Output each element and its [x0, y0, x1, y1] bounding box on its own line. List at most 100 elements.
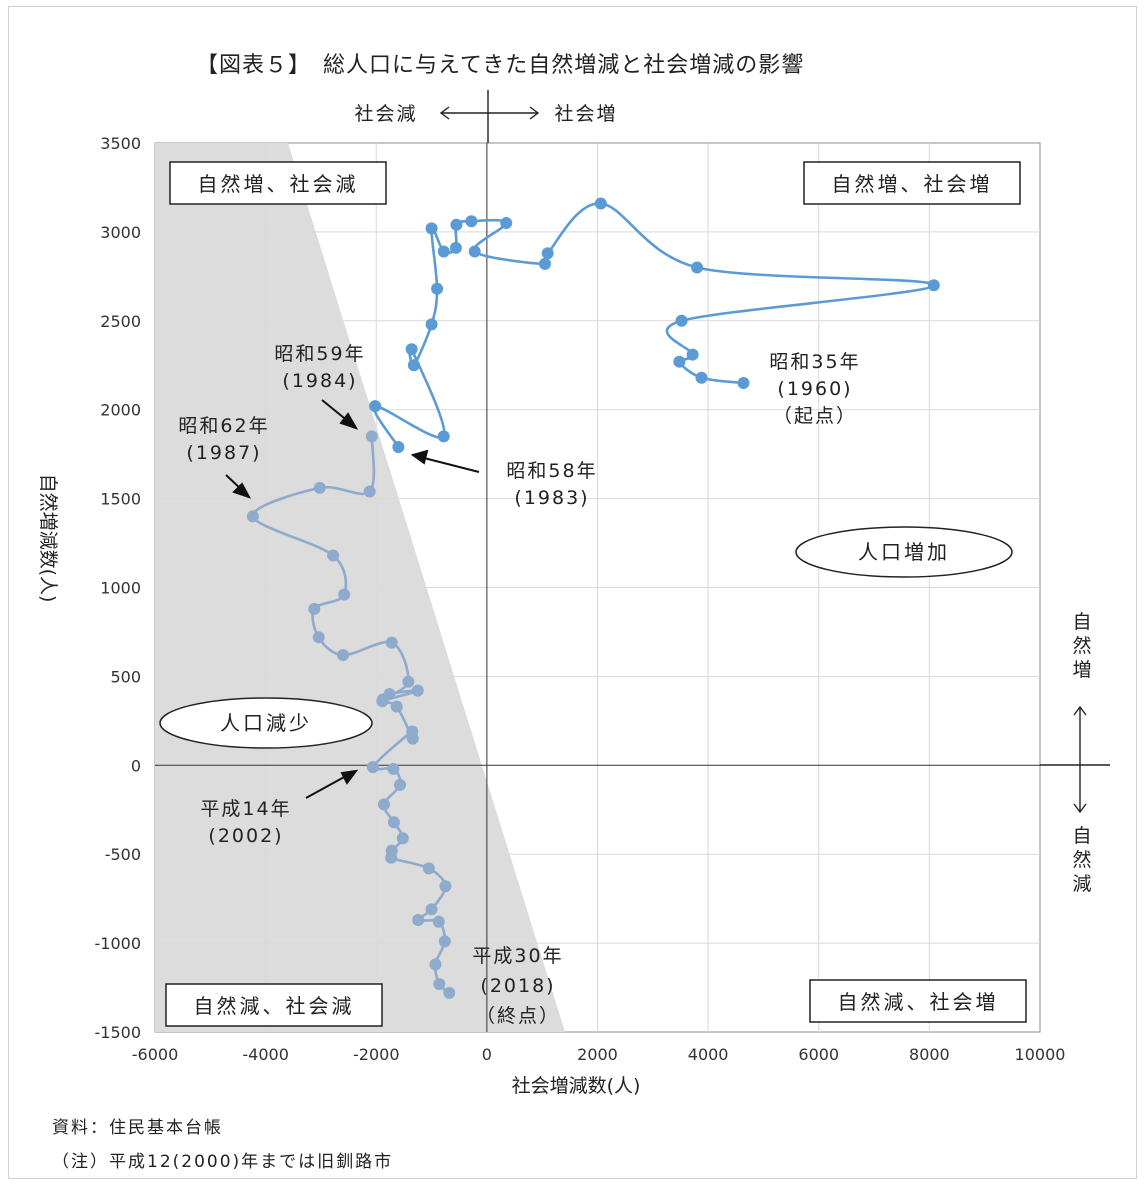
data-point [437, 430, 450, 443]
data-point [500, 217, 513, 230]
data-point [425, 318, 438, 331]
chart-title: 【図表５】 総人口に与えてきた自然増減と社会増減の影響 [196, 53, 804, 78]
data-point [246, 510, 259, 523]
side-axis-arrows [1040, 705, 1110, 814]
data-point [422, 862, 435, 875]
annotation-end-2018: （終点） [476, 1005, 560, 1027]
data-point [376, 695, 389, 708]
data-point [387, 762, 400, 775]
data-point [737, 377, 750, 390]
y-tick-label: 1000 [100, 579, 141, 598]
data-point [675, 314, 688, 327]
data-point [411, 684, 424, 697]
data-point [431, 282, 444, 295]
axes [155, 143, 1040, 1032]
data-point [538, 257, 551, 270]
data-point [407, 359, 420, 372]
data-point [406, 725, 419, 738]
remark-note: （注）平成12(2000)年までは旧釧路市 [52, 1152, 394, 1172]
y-tick-label: -1000 [95, 934, 142, 953]
svg-text:自然増、社会増: 自然増、社会増 [832, 172, 993, 196]
data-point [468, 245, 481, 258]
data-point [673, 355, 686, 368]
top-axis-arrows [439, 90, 540, 143]
top-axis-left-label: 社会減 [354, 103, 417, 125]
annotation-start-1960: (1960) [777, 378, 852, 400]
data-point [308, 602, 321, 615]
data-point [390, 700, 403, 713]
x-tick-label: -2000 [353, 1045, 400, 1064]
data-point [433, 977, 446, 990]
annotation-start-1960: 昭和35年 [769, 351, 860, 373]
data-point [392, 441, 405, 454]
data-point [443, 986, 456, 999]
data-point [450, 218, 463, 231]
x-tick-label: -6000 [132, 1045, 179, 1064]
y-tick-label: 2500 [100, 312, 141, 331]
data-point [385, 851, 398, 864]
top-axis-right-label: 社会増 [554, 103, 617, 125]
data-point [927, 279, 940, 292]
population-decrease-ellipse: 人口減少 [159, 697, 373, 749]
annotation-1987: 昭和62年 [178, 415, 269, 437]
data-point [449, 241, 462, 254]
data-point [312, 631, 325, 644]
svg-text:自然増、社会減: 自然増、社会減 [198, 172, 359, 196]
annotation-2002: 平成14年 [200, 798, 291, 820]
x-tick-label: 2000 [577, 1045, 618, 1064]
chart-frame [8, 6, 1137, 1179]
series-layer [246, 197, 940, 999]
y-tick-label: -500 [105, 845, 141, 864]
svg-text:人口増加: 人口増加 [858, 540, 950, 564]
data-point [338, 588, 351, 601]
x-tick-label: 4000 [688, 1045, 729, 1064]
x-tick-label: 10000 [1015, 1045, 1066, 1064]
data-point [387, 816, 400, 829]
data-point [405, 343, 418, 356]
data-point [369, 400, 382, 413]
y-tick-label: 3500 [100, 134, 141, 153]
x-tick-label: 0 [482, 1045, 492, 1064]
data-point [365, 430, 378, 443]
data-point [541, 247, 554, 260]
annotation-1987: (1987) [186, 442, 261, 464]
annotation-1983: (1983) [514, 487, 589, 509]
annotation-1983: 昭和58年 [506, 460, 597, 482]
data-point [439, 880, 452, 893]
y-tick-label: 3000 [100, 223, 141, 242]
data-point [337, 649, 350, 662]
quadrant-top-right: 自然増、社会増 [803, 161, 1021, 205]
grid-lines [155, 143, 1040, 1032]
y-tick-label: 500 [110, 667, 141, 686]
data-point [594, 197, 607, 210]
y-tick-label: 1500 [100, 490, 141, 509]
data-point [465, 215, 478, 228]
annotations: 昭和35年 (1960) （起点） 昭和58年 (1983) 昭和59年 (1984) 昭和6… [178, 343, 860, 1027]
quadrant-top-left: 自然増、社会減 [169, 161, 387, 205]
data-point [412, 913, 425, 926]
annotation-end-2018: 平成30年 [472, 945, 563, 967]
data-point [366, 761, 379, 774]
side-axis-down-label: 自然減 [1072, 825, 1091, 895]
annotation-start-1960: （起点） [773, 405, 857, 427]
x-tick-label: 8000 [909, 1045, 950, 1064]
quadrant-bottom-left: 自然減、社会減 [165, 983, 383, 1027]
data-point [691, 261, 704, 274]
svg-text:自然減、社会減: 自然減、社会減 [194, 994, 355, 1018]
annotation-end-2018: (2018) [480, 975, 555, 997]
annotation-arrows [225, 399, 480, 799]
data-point [396, 832, 409, 845]
data-point [438, 935, 451, 948]
svg-text:人口減少: 人口減少 [220, 711, 312, 735]
y-tick-label: 0 [131, 756, 141, 775]
data-point [385, 636, 398, 649]
data-point [437, 245, 450, 258]
y-tick-label: -1500 [95, 1023, 142, 1042]
data-point [402, 675, 415, 688]
side-axis-up-label: 自然増 [1072, 611, 1091, 681]
data-point [432, 915, 445, 928]
data-point [425, 222, 438, 235]
annotation-1984: 昭和59年 [274, 343, 365, 365]
data-point [327, 549, 340, 562]
